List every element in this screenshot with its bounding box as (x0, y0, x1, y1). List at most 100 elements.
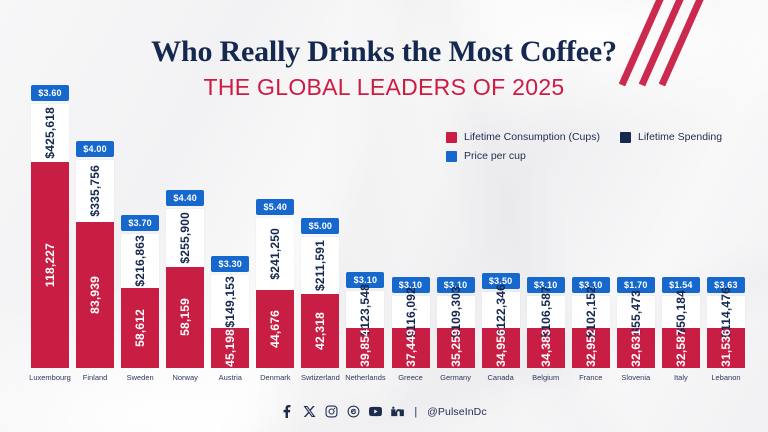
lifetime-consumption-bar: 58,159 (166, 266, 205, 368)
page-subtitle: THE GLOBAL LEADERS OF 2025 (203, 73, 565, 100)
country-label: Norway (172, 373, 198, 382)
lifetime-spending-box: $241,250 (256, 218, 295, 291)
bar-column: $3.70 $216,863 58,612 Sweden (120, 84, 160, 382)
country-label: Germany (440, 373, 471, 382)
price-per-cup-badge: $3.10 (526, 277, 565, 293)
lifetime-consumption-value: 58,612 (133, 308, 148, 347)
bar-column: $3.60 $425,618 118,227 Luxembourg (29, 84, 71, 382)
lifetime-spending-box: $123,548 (346, 284, 385, 336)
lifetime-spending-box: $116,092 (391, 287, 430, 338)
country-label: Swtizerland (300, 373, 340, 382)
price-per-cup-badge: $3.10 (391, 277, 430, 293)
lifetime-spending-box: $50,184 (661, 290, 700, 334)
bar-column: $5.40 $241,250 44,676 Denmark (255, 84, 295, 382)
price-per-cup-badge: $3.50 (481, 273, 520, 290)
lifetime-consumption-bar: 118,227 (31, 162, 69, 368)
lifetime-consumption-value: 44,676 (268, 310, 283, 349)
linkedin-icon[interactable] (391, 405, 405, 418)
footer-social-bar: | @PulseInDc (0, 405, 768, 418)
price-per-cup-badge: $3.10 (436, 277, 475, 293)
lifetime-spending-value: $149,153 (223, 275, 238, 328)
lifetime-consumption-value: 42,318 (313, 312, 328, 351)
lifetime-spending-box: $335,756 (76, 159, 115, 222)
lifetime-spending-value: $50,184 (673, 289, 688, 335)
bar-column: $3.10 $109,303 35,259 Germany (436, 84, 476, 382)
country-label: Lebanon (711, 373, 741, 382)
country-label: Italy (673, 373, 688, 382)
country-label: Belgium (532, 373, 560, 382)
lifetime-consumption-value: 37,449 (403, 329, 418, 367)
bar-column: $3.10 $123,548 39,854 Netherlands (345, 84, 386, 382)
lifetime-consumption-bar: 37,449 (391, 328, 430, 368)
bar-column: $3.50 $122,346 34,956 Canada (481, 84, 521, 382)
legend-row-1: Lifetime Consumption (Cups) Lifetime Spe… (446, 131, 756, 143)
lifetime-spending-box: $106,587 (526, 286, 565, 338)
lifetime-consumption-bar: 32,952 (571, 328, 610, 368)
lifetime-spending-box: $425,618 (31, 104, 69, 163)
legend-item-spending: Lifetime Spending (619, 131, 723, 143)
lifetime-spending-box: $114,476 (706, 287, 745, 338)
lifetime-spending-value: $335,756 (88, 164, 103, 217)
country-label: Denmark (260, 373, 291, 382)
price-per-cup-badge: $3.30 (211, 256, 250, 273)
lifetime-spending-box: $149,153 (211, 275, 250, 328)
lifetime-consumption-value: 32,587 (673, 329, 688, 367)
lifetime-spending-value: $255,900 (178, 212, 193, 264)
lifetime-spending-box: $55,473 (616, 290, 655, 334)
legend-swatch-consumption (446, 131, 457, 143)
lifetime-consumption-value: 45,198 (223, 329, 238, 367)
price-per-cup-badge: $5.40 (256, 199, 295, 216)
youtube-icon[interactable] (369, 405, 383, 418)
country-label: Slovenia (621, 373, 651, 382)
bar-column: $5.00 $211,591 42,318 Swtizerland (300, 84, 340, 382)
country-label: Sweden (126, 373, 154, 382)
lifetime-consumption-bar: 83,939 (76, 221, 115, 368)
bar-column: $3.10 $106,587 34,383 Belgium (526, 84, 566, 382)
price-per-cup-badge: $4.40 (166, 190, 205, 207)
bar-column: $3.10 $116,092 37,449 Greece (391, 84, 431, 382)
lifetime-consumption-value: 58,159 (178, 298, 193, 337)
social-handle: @PulseInDc (427, 405, 487, 418)
lifetime-spending-box: $102,152 (571, 286, 610, 338)
price-per-cup-badge: $4.00 (76, 140, 115, 157)
lifetime-consumption-bar: 32,631 (616, 328, 655, 368)
legend-swatch-price (446, 150, 457, 162)
country-label: Greece (398, 373, 423, 382)
lifetime-consumption-bar: 45,198 (211, 328, 250, 368)
facebook-icon[interactable] (281, 405, 294, 418)
chart-legend: Lifetime Consumption (Cups) Lifetime Spe… (446, 131, 756, 169)
price-per-cup-badge: $3.60 (31, 85, 69, 102)
threads-icon[interactable] (347, 405, 360, 418)
lifetime-consumption-bar: 39,854 (346, 328, 385, 368)
lifetime-spending-value: $241,250 (268, 228, 283, 281)
title-block: Who Really Drinks the Most Coffee? THE G… (0, 36, 768, 99)
lifetime-consumption-value: 32,952 (583, 329, 598, 367)
lifetime-spending-value: $55,473 (628, 289, 643, 335)
lifetime-consumption-value: 118,227 (43, 242, 57, 288)
lifetime-consumption-bar: 31,536 (706, 328, 745, 368)
lifetime-spending-box: $122,346 (481, 284, 520, 336)
legend-label-spending: Lifetime Spending (637, 131, 723, 143)
bar-column: $3.10 $102,152 32,952 France (571, 84, 611, 382)
lifetime-consumption-bar: 32,587 (661, 328, 700, 368)
price-per-cup-badge: $3.63 (706, 277, 745, 293)
price-per-cup-badge: $5.00 (301, 217, 340, 234)
legend-swatch-spending (619, 131, 631, 143)
instagram-icon[interactable] (325, 405, 338, 418)
bar-column: $3.63 $114,476 31,536 Lebanon (706, 84, 746, 382)
x-twitter-icon[interactable] (303, 405, 316, 418)
page-title: Who Really Drinks the Most Coffee? (151, 35, 617, 68)
lifetime-spending-value: $211,591 (313, 240, 328, 292)
footer-separator: | (414, 405, 418, 418)
lifetime-consumption-bar: 42,318 (301, 294, 340, 368)
bar-column: $4.00 $335,756 83,939 Finland (75, 84, 115, 382)
lifetime-consumption-value: 31,536 (718, 329, 733, 367)
legend-item-price: Price per cup (446, 150, 526, 162)
price-per-cup-badge: $1.54 (661, 277, 700, 293)
country-label: Luxembourg (29, 373, 71, 382)
country-label: Netherlands (345, 373, 386, 382)
price-per-cup-badge: $3.10 (571, 277, 610, 293)
lifetime-spending-value: $216,863 (133, 234, 148, 287)
lifetime-spending-box: $255,900 (166, 209, 205, 267)
